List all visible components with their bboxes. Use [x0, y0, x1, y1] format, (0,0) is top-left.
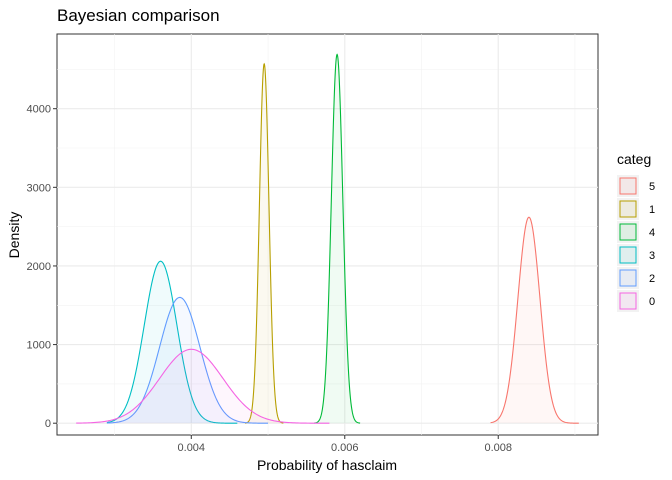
chart-title: Bayesian comparison — [57, 6, 220, 25]
density-line-5 — [490, 216, 579, 424]
density-area-4 — [314, 54, 361, 424]
legend-key-bg — [617, 175, 639, 197]
legend-key-bg — [617, 244, 639, 266]
legend-label: 5 — [649, 181, 655, 193]
y-tick-label: 3000 — [27, 182, 51, 194]
density-area-1 — [245, 63, 284, 424]
density-area-3 — [106, 261, 238, 424]
axis-ticks: 0.004 0.006 0.008 0 1000 2000 3000 4000 — [27, 104, 512, 454]
x-axis-title: Probability of hasclaim — [257, 457, 397, 473]
density-line-3 — [106, 260, 238, 424]
y-axis-title: Density — [6, 212, 22, 259]
legend-key-4 — [619, 223, 637, 241]
legend-key-bg — [617, 290, 639, 312]
grid-lines — [57, 34, 598, 435]
x-tick-label: 0.006 — [331, 442, 359, 454]
legend-label: 0 — [649, 296, 655, 308]
legend-key-2 — [619, 269, 637, 287]
legend-label: 4 — [649, 227, 655, 239]
legend-key-bg — [617, 221, 639, 243]
density-line-1 — [244, 62, 284, 424]
legend-key-bg — [617, 267, 639, 289]
density-series — [76, 53, 579, 424]
density-line-0 — [76, 348, 330, 424]
y-tick-label: 1000 — [27, 340, 51, 352]
density-area-2 — [106, 297, 269, 424]
legend-label: 3 — [649, 250, 655, 262]
density-line-2 — [106, 296, 269, 424]
legend-key-3 — [619, 246, 637, 264]
density-line-4 — [314, 53, 361, 424]
legend-label: 1 — [649, 204, 655, 216]
x-tick-label: 0.008 — [484, 442, 512, 454]
legend: 5 1 4 3 2 0 — [617, 175, 655, 312]
y-tick-label: 0 — [45, 418, 51, 430]
x-tick-label: 0.004 — [178, 442, 206, 454]
y-tick-label: 2000 — [27, 261, 51, 273]
legend-key-1 — [619, 200, 637, 218]
legend-key-0 — [619, 292, 637, 310]
density-area-0 — [76, 349, 330, 424]
legend-title: categ — [617, 151, 651, 167]
density-area-5 — [490, 217, 579, 424]
plot-panel — [56, 33, 599, 436]
y-tick-label: 4000 — [27, 104, 51, 116]
legend-label: 2 — [649, 273, 655, 285]
legend-key-bg — [617, 198, 639, 220]
legend-key-5 — [619, 177, 637, 195]
